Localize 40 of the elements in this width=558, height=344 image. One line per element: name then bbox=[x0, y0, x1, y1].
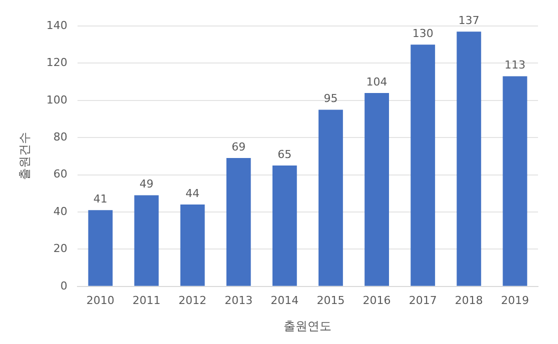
bar bbox=[364, 92, 389, 286]
data-label: 69 bbox=[232, 140, 246, 154]
bar bbox=[502, 76, 528, 286]
x-tick-label: 2019 bbox=[500, 294, 529, 307]
x-tick-label: 2014 bbox=[270, 294, 299, 307]
x-tick-label: 2015 bbox=[316, 294, 345, 307]
y-tick-label: 20 bbox=[53, 242, 68, 256]
x-tick-label: 2012 bbox=[178, 294, 207, 307]
data-label: 95 bbox=[324, 92, 338, 106]
bar bbox=[272, 166, 297, 286]
bar bbox=[226, 158, 251, 286]
y-tick-label: 0 bbox=[60, 279, 68, 292]
y-tick-label: 100 bbox=[46, 93, 68, 106]
y-tick-label: 80 bbox=[53, 130, 68, 144]
bar bbox=[318, 110, 343, 286]
bar bbox=[88, 210, 113, 286]
data-label: 137 bbox=[458, 14, 480, 27]
x-tick-label: 2010 bbox=[86, 294, 114, 307]
data-label: 130 bbox=[412, 26, 434, 40]
bar bbox=[410, 44, 436, 286]
x-tick-label: 2018 bbox=[454, 294, 483, 307]
data-label: 65 bbox=[278, 148, 292, 161]
y-tick-label: 140 bbox=[46, 18, 68, 32]
bar bbox=[456, 32, 482, 286]
data-label: 41 bbox=[93, 192, 108, 206]
y-tick-label: 40 bbox=[53, 204, 68, 218]
x-tick-label: 2016 bbox=[362, 294, 391, 307]
x-axis-title: 출원연도 bbox=[284, 318, 332, 333]
y-axis-title: 출원건수 bbox=[17, 132, 32, 180]
bar bbox=[180, 204, 205, 286]
data-label: 44 bbox=[186, 186, 200, 200]
y-tick-label: 120 bbox=[46, 56, 68, 70]
y-tick-label: 60 bbox=[53, 168, 68, 181]
data-label: 113 bbox=[504, 58, 526, 72]
data-label: 49 bbox=[139, 178, 154, 191]
x-tick-label: 2017 bbox=[408, 294, 437, 307]
bar bbox=[134, 195, 159, 286]
x-tick-label: 2011 bbox=[132, 294, 160, 307]
x-tick-label: 2013 bbox=[224, 294, 253, 307]
data-label: 104 bbox=[366, 75, 388, 88]
